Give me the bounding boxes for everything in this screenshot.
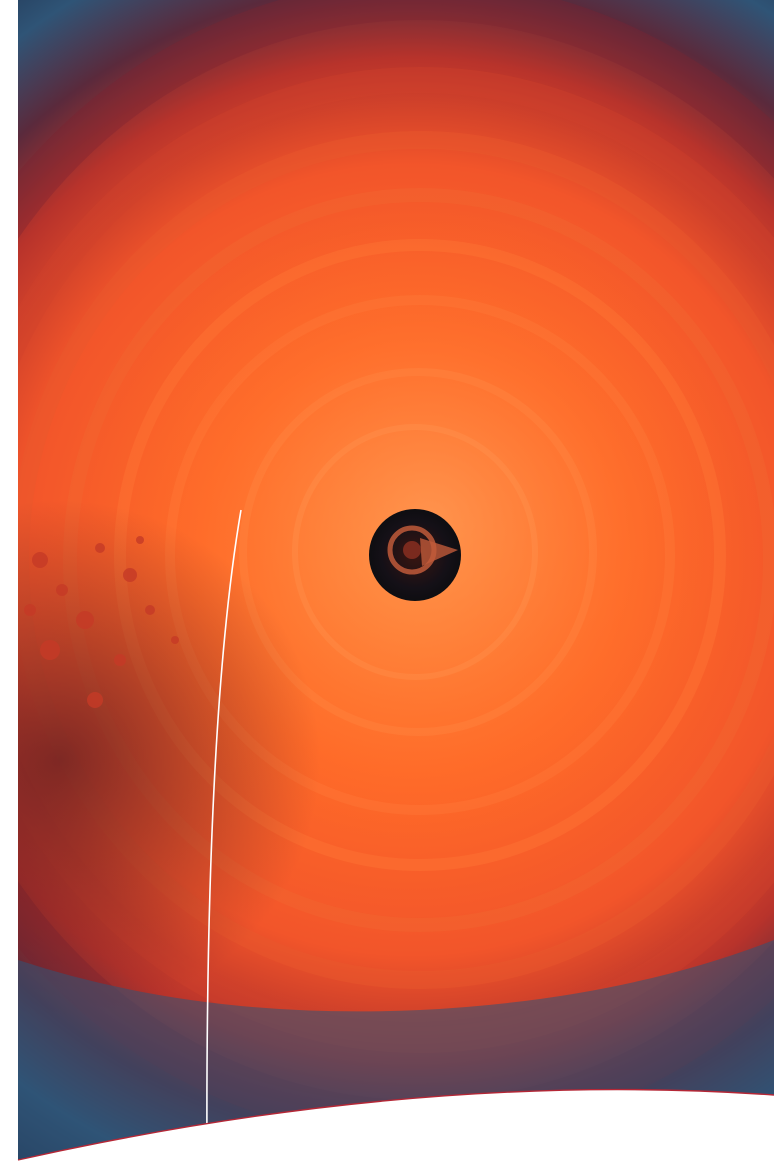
bottom-swoosh [18,1090,774,1163]
swoosh-edge [17,1088,774,1161]
decorative-line [206,509,242,1163]
